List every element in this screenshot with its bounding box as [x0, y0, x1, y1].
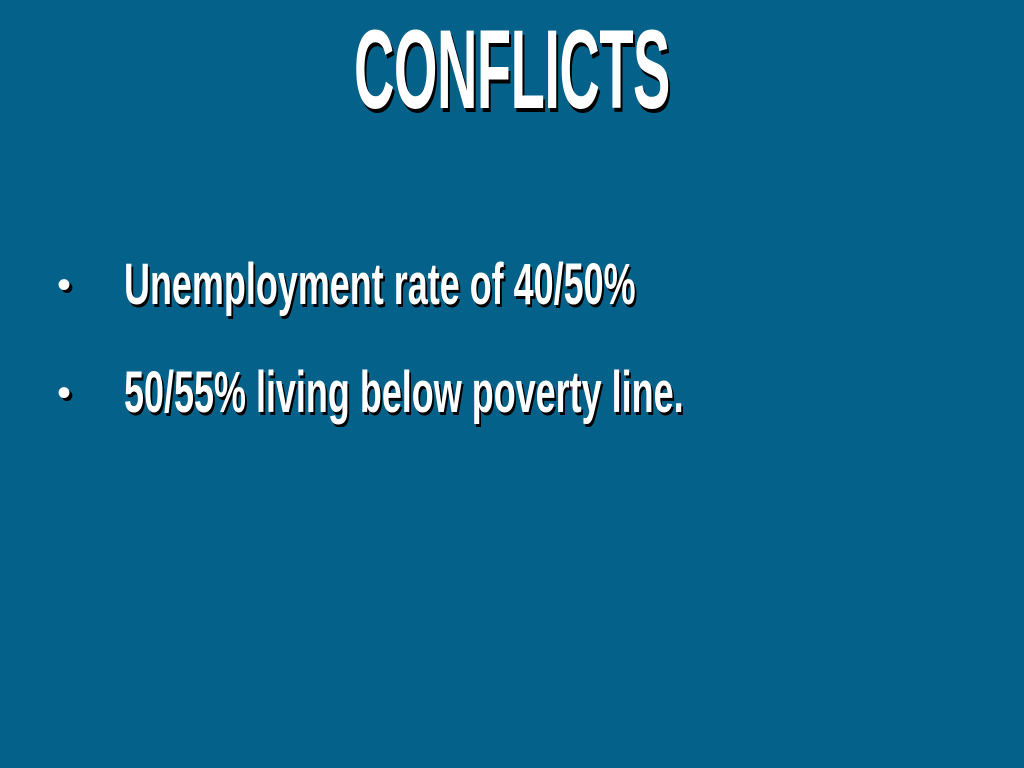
bullet-text: Unemployment rate of 40/50% — [124, 252, 636, 317]
list-item: • Unemployment rate of 40/50% — [0, 250, 1024, 320]
bullet-icon: • — [57, 263, 72, 307]
bullet-icon: • — [57, 371, 72, 415]
slide-title: CONFLICTS — [0, 14, 1024, 126]
list-item: • 50/55% living below poverty line. — [0, 358, 1024, 428]
bullet-text: 50/55% living below poverty line. — [124, 360, 684, 425]
slide-title-text: CONFLICTS — [354, 7, 670, 132]
